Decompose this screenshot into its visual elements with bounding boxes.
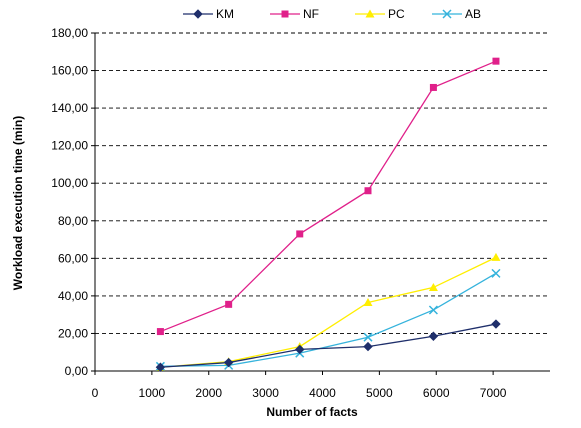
x-tick-label: 0 [92, 386, 99, 400]
x-axis-title: Number of facts [266, 405, 358, 419]
legend-label: AB [465, 7, 481, 21]
y-tick-label: 20,00 [58, 326, 88, 340]
series-ab [155, 268, 501, 371]
legend-marker [281, 10, 289, 18]
series-line [160, 60, 497, 333]
data-point [295, 344, 305, 355]
series-line [160, 323, 497, 368]
x-tick-label: 4000 [309, 386, 336, 400]
y-tick-label: 60,00 [58, 251, 88, 265]
data-point [223, 357, 234, 368]
y-tick-label: 0,00 [65, 364, 89, 378]
series-line [160, 272, 497, 367]
x-axis-ticks: 0 1000 2000 3000 4000 5000 6000 7000 [92, 371, 507, 400]
series-nf [156, 57, 500, 336]
y-tick-label: 80,00 [58, 214, 88, 228]
data-point [492, 57, 500, 65]
x-tick-label: 3000 [252, 386, 279, 400]
x-tick-label: 6000 [423, 386, 450, 400]
data-point [363, 332, 373, 342]
data-point [363, 341, 373, 352]
data-point [428, 331, 439, 341]
data-point [429, 83, 437, 91]
data-point [296, 230, 304, 238]
data-point [364, 187, 372, 195]
legend-label: NF [303, 7, 319, 21]
series-line [160, 256, 497, 368]
data-point [428, 305, 438, 315]
series-layer [155, 57, 501, 372]
legend-marker [365, 9, 375, 18]
data-point [428, 282, 438, 291]
legend-item-km: KM [183, 7, 234, 21]
data-point [491, 252, 501, 261]
data-point [491, 319, 501, 329]
y-tick-label: 40,00 [58, 289, 88, 303]
data-point [491, 268, 501, 278]
legend-item-ab: AB [432, 7, 481, 21]
legend-item-pc: PC [355, 7, 405, 21]
legend-label: KM [216, 7, 234, 21]
legend-item-nf: NF [270, 7, 319, 21]
y-tick-label: 140,00 [51, 101, 88, 115]
x-tick-label: 2000 [195, 386, 222, 400]
x-tick-label: 5000 [366, 386, 393, 400]
y-axis-ticks: 0,00 20,00 40,00 60,00 80,00 100,00 120,00 140,… [51, 26, 95, 378]
legend-label: PC [388, 7, 405, 21]
axes [94, 33, 550, 372]
y-tick-label: 120,00 [51, 139, 88, 153]
y-tick-label: 180,00 [51, 26, 88, 40]
legend-marker [193, 9, 203, 19]
y-tick-label: 160,00 [51, 64, 88, 78]
gridlines [95, 32, 550, 334]
legend-marker [442, 9, 452, 19]
data-point [155, 362, 166, 372]
data-point [225, 300, 233, 308]
series-pc [155, 252, 501, 371]
series-km [155, 319, 501, 372]
y-tick-label: 100,00 [51, 176, 88, 190]
data-point [363, 297, 373, 306]
x-tick-label: 1000 [139, 386, 166, 400]
data-point [156, 328, 164, 336]
legend: KM NF PC AB [183, 7, 481, 21]
x-tick-label: 7000 [480, 386, 507, 400]
y-axis-title: Workload execution time (min) [11, 116, 25, 290]
